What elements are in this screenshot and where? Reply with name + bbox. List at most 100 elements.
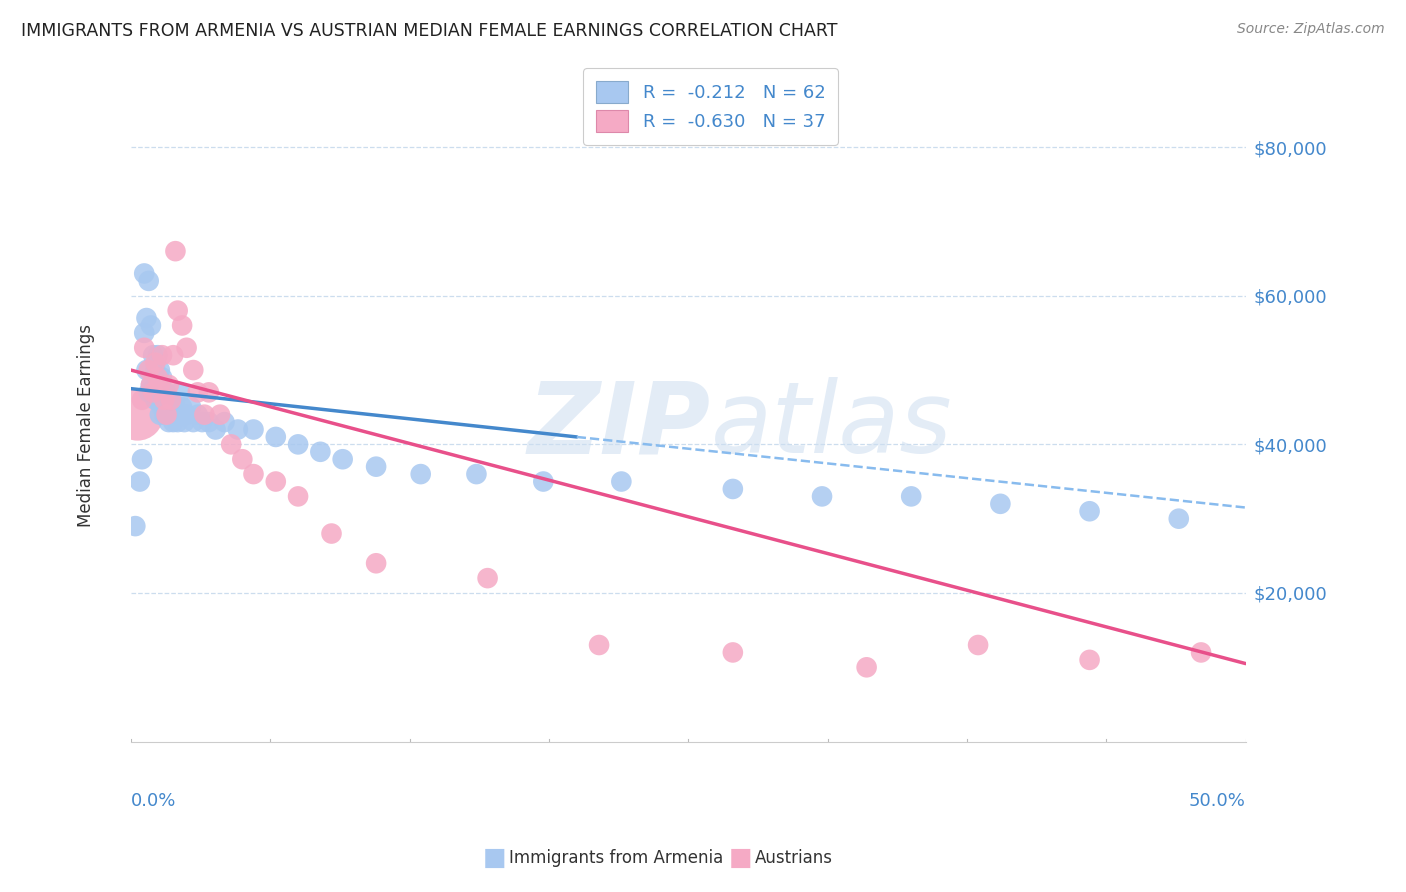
- Point: [1167, 511, 1189, 525]
- Point: [160, 408, 183, 422]
- Text: ZIP: ZIP: [527, 377, 710, 475]
- Point: [1189, 645, 1212, 659]
- Text: Median Female Earnings: Median Female Earnings: [77, 325, 96, 527]
- Text: IMMIGRANTS FROM ARMENIA VS AUSTRIAN MEDIAN FEMALE EARNINGS CORRELATION CHART: IMMIGRANTS FROM ARMENIA VS AUSTRIAN MEDI…: [21, 22, 838, 40]
- Point: [287, 489, 309, 503]
- Point: [145, 356, 167, 370]
- Point: [131, 452, 153, 467]
- Point: [153, 408, 176, 422]
- Point: [900, 489, 922, 503]
- Point: [160, 392, 183, 407]
- Point: [127, 408, 149, 422]
- Text: 0.0%: 0.0%: [131, 792, 176, 810]
- Point: [166, 303, 188, 318]
- Point: [142, 385, 165, 400]
- Point: [149, 378, 172, 392]
- Point: [145, 378, 167, 392]
- Point: [366, 556, 388, 570]
- Point: [1078, 504, 1101, 518]
- Point: [209, 408, 232, 422]
- Point: [721, 482, 744, 496]
- Point: [191, 415, 214, 429]
- Text: Austrians: Austrians: [755, 849, 832, 867]
- Point: [165, 244, 187, 259]
- Point: [181, 415, 204, 429]
- Point: [139, 378, 162, 392]
- Point: [131, 392, 153, 407]
- Point: [162, 415, 184, 429]
- Point: [465, 467, 488, 481]
- Point: [531, 475, 554, 489]
- Point: [149, 408, 172, 422]
- Point: [135, 311, 157, 326]
- Point: [153, 385, 176, 400]
- Point: [155, 408, 177, 422]
- Point: [169, 385, 191, 400]
- Point: [176, 408, 198, 422]
- Point: [173, 415, 195, 429]
- Point: [588, 638, 610, 652]
- Point: [124, 519, 146, 533]
- Text: 50.0%: 50.0%: [1188, 792, 1246, 810]
- Point: [198, 385, 221, 400]
- Point: [309, 445, 332, 459]
- Point: [149, 363, 172, 377]
- Point: [204, 423, 226, 437]
- Point: [264, 430, 287, 444]
- Point: [150, 401, 173, 415]
- Point: [332, 452, 354, 467]
- Point: [150, 348, 173, 362]
- Point: [139, 318, 162, 333]
- Point: [157, 392, 180, 407]
- Point: [176, 341, 198, 355]
- Point: [155, 408, 177, 422]
- Point: [134, 341, 156, 355]
- Point: [146, 348, 169, 362]
- Point: [142, 348, 165, 362]
- Point: [180, 401, 202, 415]
- Point: [150, 370, 173, 384]
- Point: [214, 415, 236, 429]
- Point: [145, 363, 167, 377]
- Text: ■: ■: [728, 847, 752, 870]
- Point: [990, 497, 1012, 511]
- Point: [409, 467, 432, 481]
- Point: [226, 423, 249, 437]
- Point: [162, 348, 184, 362]
- Point: [855, 660, 877, 674]
- Point: [264, 475, 287, 489]
- Point: [242, 423, 264, 437]
- Point: [149, 385, 172, 400]
- Point: [134, 326, 156, 340]
- Text: Immigrants from Armenia: Immigrants from Armenia: [509, 849, 723, 867]
- Point: [145, 392, 167, 407]
- Point: [157, 415, 180, 429]
- Point: [153, 392, 176, 407]
- Point: [166, 415, 188, 429]
- Point: [193, 408, 215, 422]
- Point: [139, 378, 162, 392]
- Point: [146, 392, 169, 407]
- Point: [610, 475, 633, 489]
- Point: [142, 385, 165, 400]
- Point: [138, 274, 160, 288]
- Point: [165, 401, 187, 415]
- Point: [287, 437, 309, 451]
- Point: [187, 385, 209, 400]
- Point: [187, 408, 209, 422]
- Point: [321, 526, 343, 541]
- Point: [721, 645, 744, 659]
- Point: [155, 385, 177, 400]
- Point: [967, 638, 990, 652]
- Point: [477, 571, 499, 585]
- Legend: R =  -0.212   N = 62, R =  -0.630   N = 37: R = -0.212 N = 62, R = -0.630 N = 37: [583, 69, 838, 145]
- Point: [172, 318, 194, 333]
- Point: [811, 489, 834, 503]
- Point: [242, 467, 264, 481]
- Point: [181, 363, 204, 377]
- Point: [198, 415, 221, 429]
- Point: [146, 370, 169, 384]
- Point: [1078, 653, 1101, 667]
- Point: [128, 475, 150, 489]
- Point: [219, 437, 242, 451]
